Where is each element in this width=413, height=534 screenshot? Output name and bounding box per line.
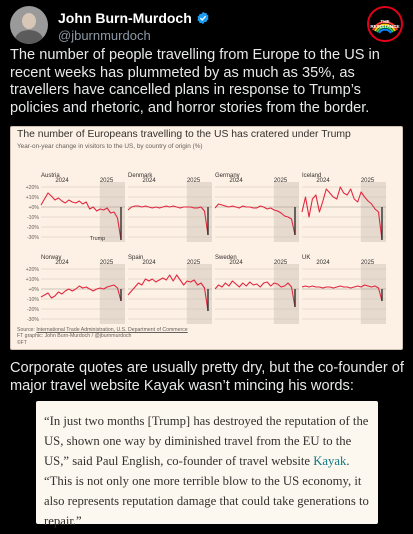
y-tick-label: +0% (28, 205, 39, 211)
verified-badge-icon (197, 11, 209, 25)
year-tick-label: 2024 (55, 178, 69, 184)
y-tick-label: -20% (27, 225, 39, 231)
quote-part-2: . “This is not only one more terrible bl… (44, 454, 369, 528)
year-tick-label: 2024 (316, 260, 330, 266)
panel-country-label: Iceland (302, 173, 321, 179)
year-tick-label: 2024 (142, 178, 156, 184)
year-tick-label: 2024 (316, 178, 330, 184)
tweet-text-2: Corporate quotes are usually pretty dry,… (10, 360, 404, 394)
author-name[interactable]: John Burn-Murdoch (58, 10, 192, 26)
panel-country-label: Norway (41, 255, 61, 261)
y-tick-label: +10% (26, 277, 40, 283)
chart-subtitle: Year-on-year change in visitors to the U… (17, 143, 203, 150)
panel-country-label: Spain (128, 255, 143, 261)
year-tick-label: 2025 (100, 260, 114, 266)
series-line (301, 284, 383, 302)
year-tick-label: 2025 (274, 178, 288, 184)
resistance-badge: THE RESISTANCE (367, 6, 403, 42)
y-tick-label: -10% (27, 215, 39, 221)
year-tick-label: 2024 (142, 260, 156, 266)
y-tick-label: +10% (26, 195, 40, 201)
year-tick-label: 2025 (187, 260, 201, 266)
y-tick-label: -30% (27, 235, 39, 241)
quote-text: “In just two months [Trump] has destroye… (44, 411, 374, 531)
quote-part-1: “In just two months [Trump] has destroye… (44, 414, 369, 468)
source-prefix: Source: (17, 327, 37, 333)
chart-credit: FT graphic: John Burn-Murdoch / @jburnmu… (17, 333, 132, 340)
avatar[interactable] (10, 6, 48, 44)
badge-label: THE RESISTANCE (370, 19, 400, 29)
year-tick-label: 2025 (361, 178, 375, 184)
author-handle[interactable]: @jburnmurdoch (58, 28, 151, 43)
trump-annotation: Trump (90, 236, 105, 242)
year-tick-label: 2025 (361, 260, 375, 266)
series-line (214, 203, 296, 236)
panel-country-label: Sweden (215, 255, 237, 261)
quote-image[interactable]: “In just two months [Trump] has destroye… (36, 401, 378, 528)
y-tick-label: -30% (27, 317, 39, 323)
year-tick-label: 2024 (229, 178, 243, 184)
series-line (40, 192, 122, 241)
panel-country-label: Germany (215, 173, 240, 179)
panel-country-label: Denmark (128, 173, 153, 179)
tweet-text: The number of people travelling from Eur… (10, 47, 380, 116)
series-line (214, 280, 296, 308)
panel-country-label: Austria (41, 173, 60, 179)
chart-image[interactable]: The number of Europeans travelling to th… (10, 126, 403, 350)
y-tick-label: +0% (28, 287, 39, 293)
y-tick-label: +20% (26, 185, 40, 191)
y-tick-label: +20% (26, 267, 40, 273)
kayak-link[interactable]: Kayak (313, 454, 347, 468)
author-name-row: John Burn-Murdoch (58, 10, 210, 26)
year-tick-label: 2025 (274, 260, 288, 266)
ft-logo: ©FT (17, 340, 27, 346)
y-tick-label: -20% (27, 307, 39, 313)
series-line (301, 186, 383, 241)
series-line (127, 205, 209, 236)
source-link[interactable]: International Trade Administration, U.S.… (36, 327, 188, 333)
year-tick-label: 2025 (100, 178, 114, 184)
chart-source: Source: International Trade Administrati… (17, 327, 188, 339)
chart-title: The number of Europeans travelling to th… (17, 129, 351, 140)
y-tick-label: -10% (27, 297, 39, 303)
series-line (127, 274, 209, 312)
panel-country-label: UK (302, 255, 310, 261)
year-tick-label: 2024 (55, 260, 69, 266)
year-tick-label: 2024 (229, 260, 243, 266)
year-tick-label: 2025 (187, 178, 201, 184)
tweet-header: John Burn-Murdoch @jburnmurdoch THE RESI… (10, 6, 403, 46)
series-line (40, 284, 122, 302)
